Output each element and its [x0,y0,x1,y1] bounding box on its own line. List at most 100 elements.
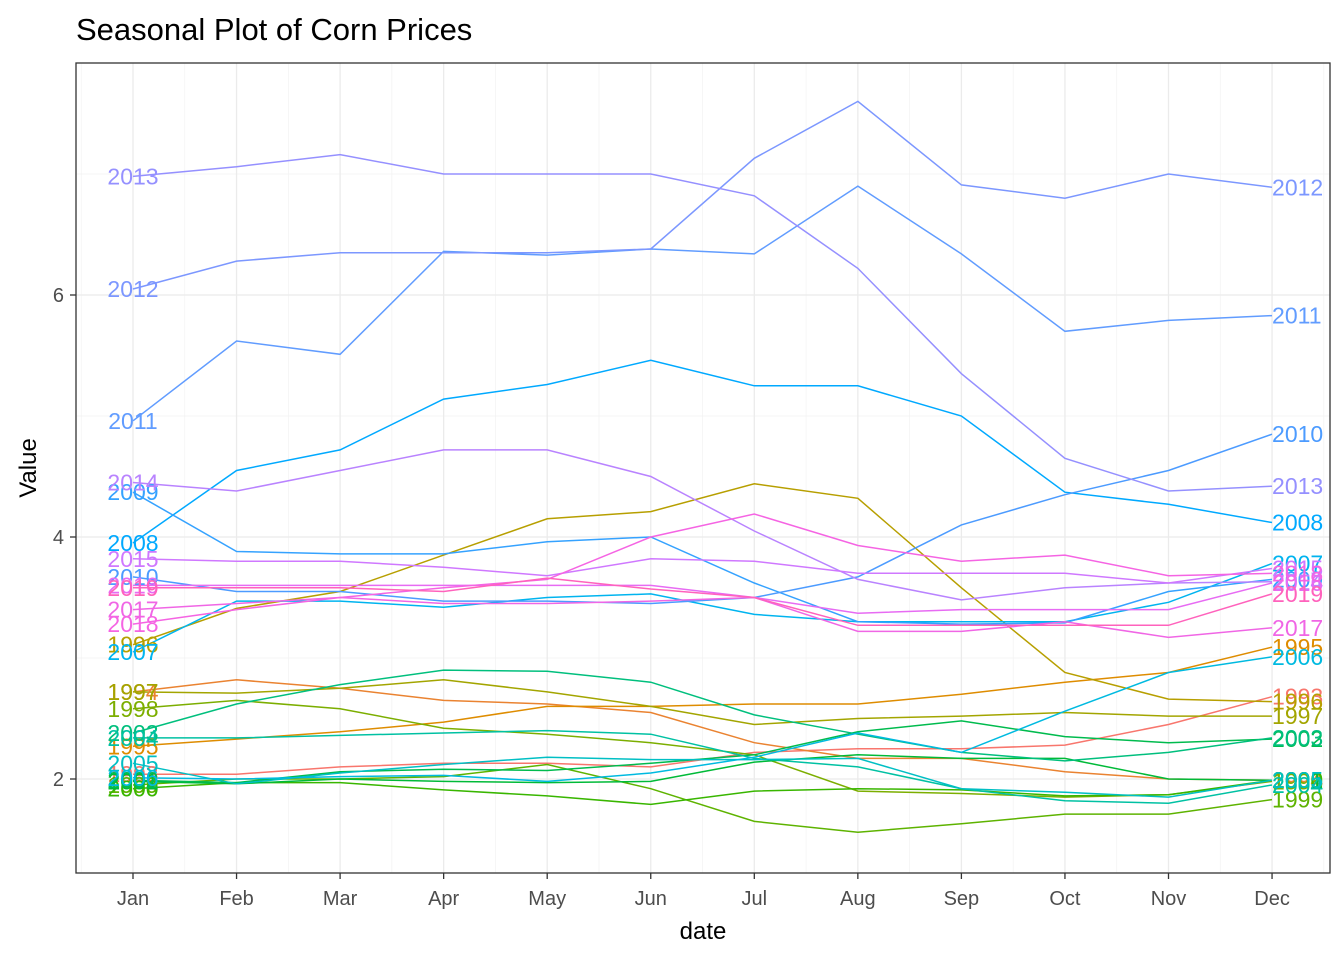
year-label-start-2019: 2019 [107,575,158,601]
year-label-start-1995: 1995 [107,733,158,759]
year-label-end-2000: 2000 [1272,767,1323,793]
series-line-1996 [132,483,1273,703]
year-label-start-2018: 2018 [107,611,158,637]
year-label-start-1996: 1996 [107,632,158,658]
x-tick-label: Dec [1254,888,1290,910]
year-label-start-1994: 1994 [107,679,158,705]
series-line-2015 [132,558,1273,584]
year-label-start-1999: 1999 [107,772,158,798]
series-line-2008 [132,359,1273,544]
year-label-end-1999: 1999 [1272,787,1323,813]
y-axis-title: Value [15,438,42,498]
year-label-end-1997: 1997 [1272,703,1323,729]
year-label-end-2005: 2005 [1272,767,1323,793]
year-label-end-2004: 2004 [1272,772,1323,798]
series-line-2014 [132,449,1273,601]
year-label-start-2007: 2007 [107,639,158,665]
year-label-end-2009: 2009 [1272,566,1323,592]
year-label-start-1997: 1997 [107,679,158,705]
x-tick-label: Nov [1151,888,1187,910]
year-label-start-2006: 2006 [107,765,158,791]
year-label-start-2017: 2017 [107,597,158,623]
year-label-start-2012: 2012 [107,276,158,302]
year-label-end-2015: 2015 [1272,555,1323,581]
series-line-2016 [133,582,1273,614]
year-label-end-2018: 2018 [1272,560,1323,586]
x-axis-title: date [680,918,727,945]
x-tick-label: Jul [742,888,768,910]
year-label-end-1993: 1993 [1272,684,1323,710]
year-label-end-2013: 2013 [1272,473,1323,499]
year-label-start-1998: 1998 [107,696,158,722]
year-label-end-2019: 2019 [1272,581,1323,607]
x-tick-label: Aug [840,888,876,910]
year-label-end-2003: 2003 [1272,725,1323,751]
year-label-end-2017: 2017 [1272,615,1323,641]
year-label-start-2013: 2013 [107,163,158,189]
year-label-end-1998: 1998 [1272,768,1323,794]
series-line-2001 [132,754,1273,785]
year-label-start-2005: 2005 [107,750,158,776]
series-lines [132,100,1273,833]
series-line-2005 [132,756,1273,798]
series-line-2017 [132,596,1273,639]
x-tick-label: Mar [323,888,358,910]
year-label-end-1996: 1996 [1272,689,1323,715]
year-label-end-2008: 2008 [1272,509,1323,535]
year-label-start-2001: 2001 [107,768,158,794]
year-label-start-1993: 1993 [107,761,158,787]
year-label-start-2015: 2015 [107,546,158,572]
series-line-1997 [132,679,1272,726]
year-label-end-2012: 2012 [1272,174,1323,200]
year-label-end-2001: 2001 [1272,767,1323,793]
axes: 2 4 6 Jan Feb Mar Apr May Jun Jul Aug Sep Oct Nov Dec [53,285,1290,910]
series-line-1995 [132,646,1273,748]
series-line-2013 [132,153,1273,492]
series-line-2000 [132,779,1273,806]
y-tick-label: 6 [53,285,64,307]
x-tick-label: Oct [1049,888,1081,910]
series-line-2003 [132,669,1273,762]
series-line-2007 [132,562,1273,653]
x-tick-label: May [528,888,566,910]
year-label-end-2007: 2007 [1272,551,1323,577]
x-tick-label: Jan [117,888,149,910]
year-label-start-2008: 2008 [107,530,158,556]
x-tick-label: Sep [944,888,980,910]
series-line-1994 [132,679,1273,781]
year-label-start-2014: 2014 [107,470,158,496]
year-label-start-2009: 2009 [107,479,158,505]
year-label-end-2014: 2014 [1272,569,1323,595]
series-line-2011 [132,185,1273,422]
year-label-end-2011: 2011 [1272,303,1321,329]
series-line-1999 [132,763,1273,833]
series-line-2010 [132,433,1273,605]
year-label-start-2004: 2004 [107,725,158,751]
year-label-end-2002: 2002 [1272,726,1323,752]
year-label-end-1994: 1994 [1272,767,1323,793]
year-label-end-2010: 2010 [1272,421,1323,447]
panel-border [75,62,1331,874]
plot-panel: 1993199319941994199519951996199619971997… [107,100,1323,833]
x-tick-label: Jun [635,888,667,910]
year-label-end-1995: 1995 [1272,634,1323,660]
year-label-start-2003: 2003 [107,720,158,746]
year-label-end-2016: 2016 [1272,570,1323,596]
y-tick-label: 2 [53,769,64,791]
series-line-2018 [132,513,1273,625]
year-label-start-2016: 2016 [107,572,158,598]
year-label-start-2010: 2010 [107,564,158,590]
year-label-start-2000: 2000 [107,776,158,802]
year-label-end-2006: 2006 [1272,644,1323,670]
x-tick-label: Feb [219,888,253,910]
year-label-start-2011: 2011 [108,408,157,434]
year-label-start-2002: 2002 [107,767,158,793]
year-labels: 1993199319941994199519951996199619971997… [107,163,1323,812]
series-line-2004 [133,729,1273,804]
series-line-1998 [132,699,1273,798]
grid [76,63,1330,873]
series-line-2012 [132,100,1273,290]
x-tick-label: Apr [428,888,459,910]
chart-title: Seasonal Plot of Corn Prices [76,12,472,47]
